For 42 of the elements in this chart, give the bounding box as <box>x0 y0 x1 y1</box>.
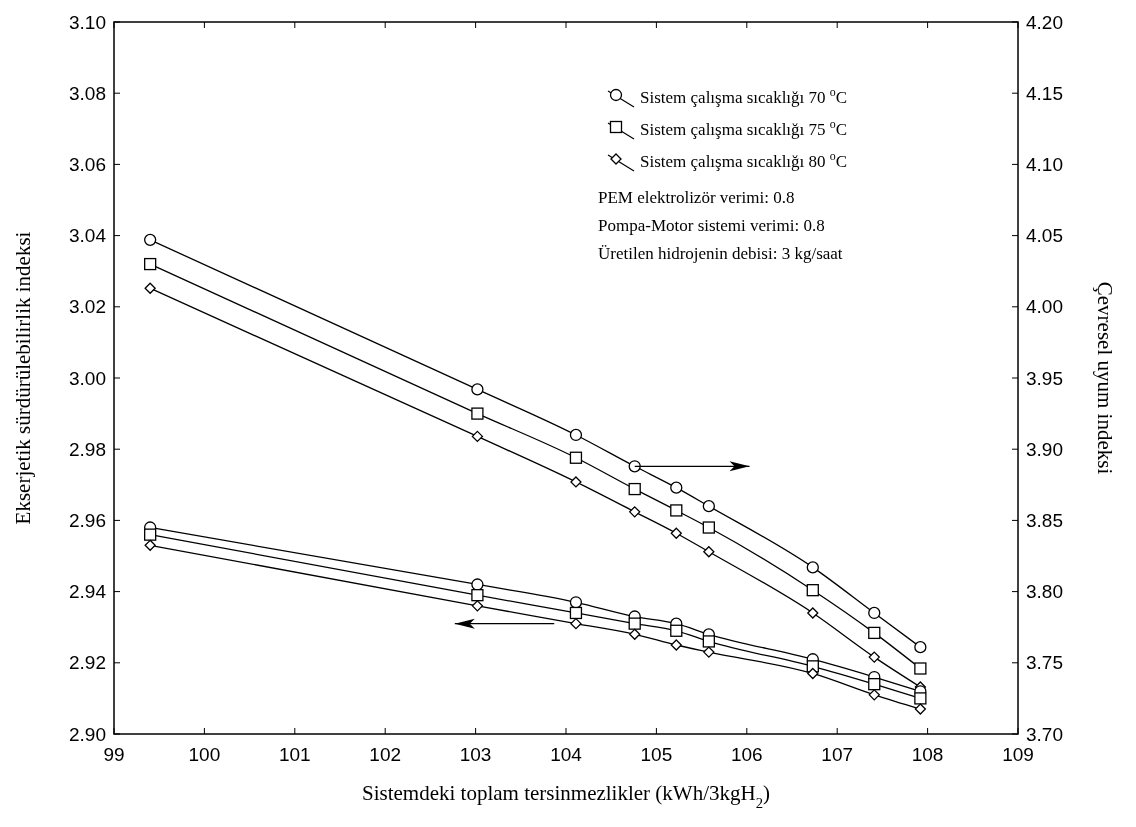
y2-tick-label: 4.15 <box>1026 82 1063 104</box>
y-tick-label: 3.02 <box>69 296 106 318</box>
y2-tick-label: 4.00 <box>1026 296 1063 318</box>
legend-label: Sistem çalışma sıcaklığı 80 $^{o}$C <box>640 149 848 171</box>
y2-axis-title: Çevresel uyum indeksi <box>1093 281 1117 475</box>
y2-tick-label: 3.95 <box>1026 367 1063 389</box>
y2-tick-label: 3.70 <box>1026 723 1063 745</box>
x-tick-label: 108 <box>911 744 944 765</box>
y-tick-label: 2.94 <box>69 581 107 603</box>
y2-tick-label: 4.05 <box>1026 225 1063 247</box>
annotation: Pompa-Motor sistemi verimi: 0.8 <box>598 216 825 235</box>
x-tick-label: 106 <box>730 744 763 765</box>
y2-tick-label: 4.20 <box>1026 11 1063 33</box>
y-axis-title: Ekserjetik sürdürülebilirlik indeksi <box>11 231 35 525</box>
x-tick-label: 99 <box>103 744 125 765</box>
y-tick-label: 3.06 <box>69 154 106 176</box>
y2-tick-label: 4.10 <box>1026 154 1063 176</box>
y-tick-label: 3.08 <box>69 82 106 104</box>
y-tick-label: 3.10 <box>69 11 106 33</box>
x-axis-title: Sistemdeki toplam tersinmezlikler (kWh/3kgH$_{2}$) <box>361 781 771 811</box>
y2-tick-label: 3.85 <box>1026 510 1063 532</box>
y-tick-label: 3.00 <box>69 367 106 389</box>
y-tick-label: 2.90 <box>69 723 106 745</box>
y2-tick-label: 3.75 <box>1026 652 1063 674</box>
x-tick-label: 105 <box>640 744 673 765</box>
x-tick-label: 107 <box>821 744 854 765</box>
x-tick-label: 102 <box>369 744 402 765</box>
y2-tick-label: 3.80 <box>1026 581 1063 603</box>
y2-tick-label: 3.90 <box>1026 438 1063 460</box>
annotation: Üretilen hidrojenin debisi: 3 kg/saat <box>598 244 843 263</box>
y-tick-label: 2.96 <box>69 510 106 532</box>
x-tick-label: 100 <box>188 744 221 765</box>
x-tick-label: 101 <box>278 744 311 765</box>
x-tick-label: 109 <box>1002 744 1034 765</box>
y-tick-label: 2.98 <box>69 438 106 460</box>
legend-label: Sistem çalışma sıcaklığı 70 $^{o}$C <box>640 85 848 107</box>
y-tick-label: 3.04 <box>69 225 107 247</box>
x-tick-label: 103 <box>459 744 492 765</box>
x-tick-label: 104 <box>550 744 583 765</box>
legend-label: Sistem çalışma sıcaklığı 75 $^{o}$C <box>640 117 848 139</box>
y-tick-label: 2.92 <box>69 652 106 674</box>
annotation: PEM elektrolizör verimi: 0.8 <box>598 188 795 207</box>
